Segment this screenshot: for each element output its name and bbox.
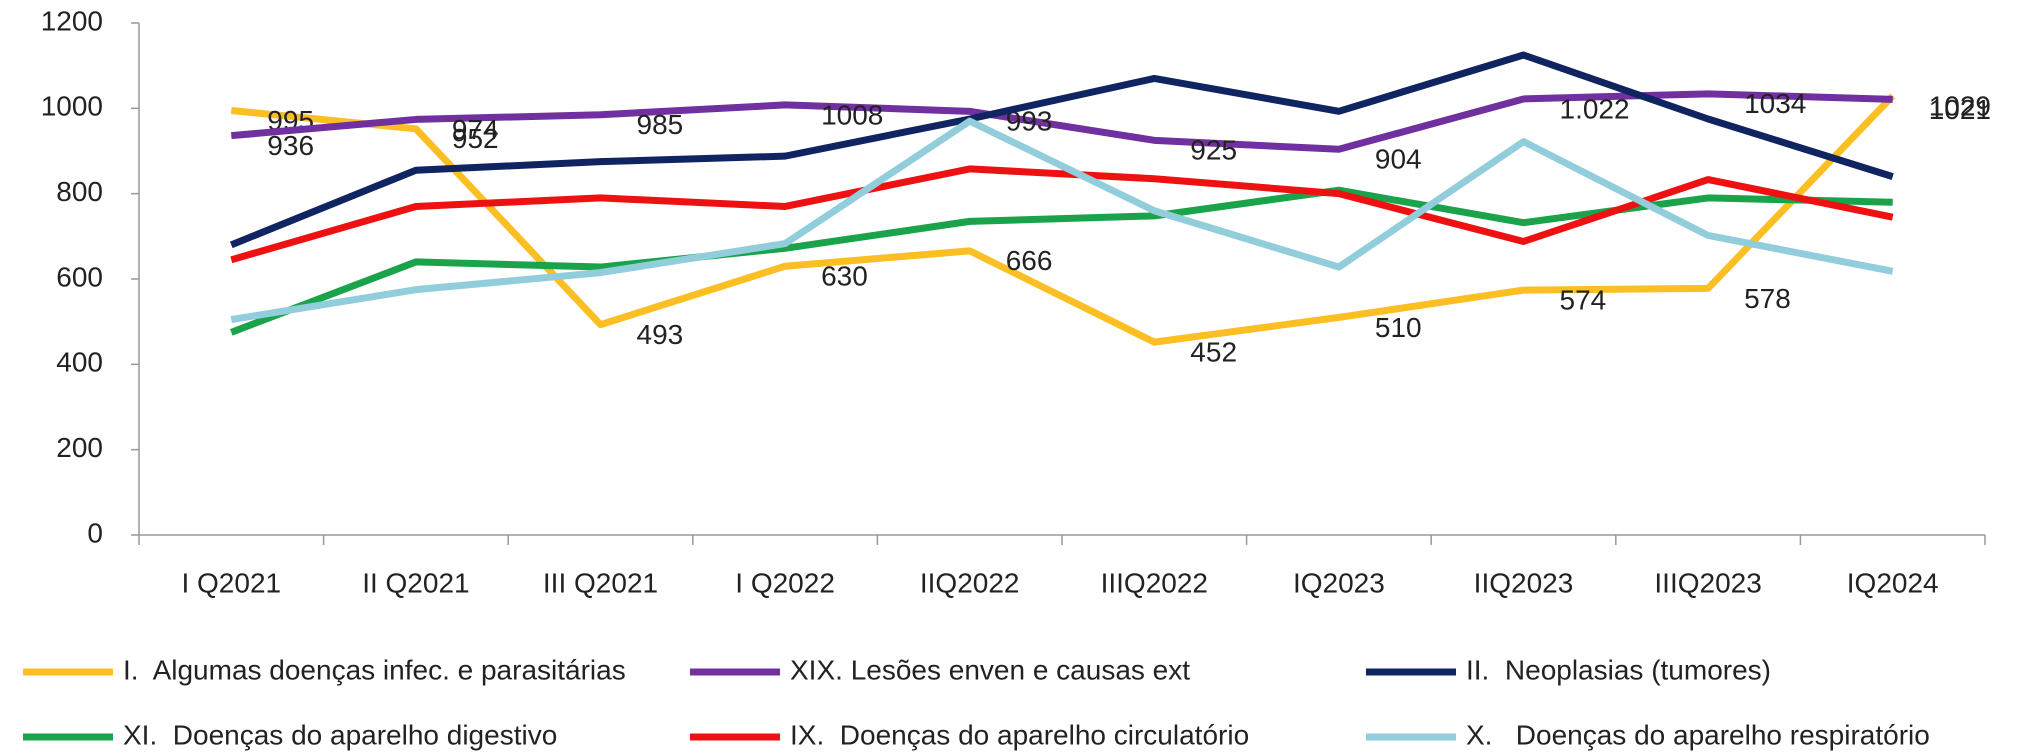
- data-label: 630: [821, 261, 868, 292]
- y-tick-label: 400: [56, 347, 103, 378]
- data-label: 925: [1190, 135, 1237, 166]
- data-label: 1.022: [1560, 93, 1630, 124]
- data-label: 510: [1375, 312, 1422, 343]
- series-line: [230, 117, 1894, 323]
- y-tick-label: 200: [56, 432, 103, 463]
- data-label: 1034: [1744, 88, 1806, 119]
- series-line: [230, 93, 1896, 346]
- legend-label: X. Doenças do aparelho respiratório: [1466, 719, 1930, 750]
- data-label: 952: [452, 123, 499, 154]
- x-tick-label: IIQ2022: [920, 567, 1020, 598]
- data-label: 666: [1006, 245, 1053, 276]
- x-tick-label: IQ2024: [1847, 567, 1939, 598]
- data-label: 974: [452, 114, 499, 145]
- y-tick-label: 1200: [41, 5, 103, 36]
- data-label: 452: [1190, 337, 1237, 368]
- y-tick-label: 600: [56, 261, 103, 292]
- x-tick-label: IIIQ2022: [1101, 567, 1208, 598]
- data-label: 1029: [1929, 90, 1991, 121]
- legend-label: XI. Doenças do aparelho digestivo: [123, 719, 557, 750]
- y-tick-label: 0: [87, 517, 103, 548]
- data-label: 1021: [1929, 94, 1991, 125]
- data-label: 936: [267, 130, 314, 161]
- data-label: 574: [1560, 284, 1607, 315]
- series-line: [230, 90, 1893, 153]
- data-label: 1008: [821, 99, 883, 130]
- series-line: [230, 186, 1893, 336]
- series-line: [229, 51, 1894, 249]
- x-tick-label: I Q2022: [735, 567, 835, 598]
- data-label: 578: [1744, 283, 1791, 314]
- data-label: 985: [637, 109, 684, 140]
- x-tick-label: IIQ2023: [1474, 567, 1574, 598]
- data-label: 904: [1375, 144, 1422, 175]
- x-tick-label: III Q2021: [543, 567, 658, 598]
- x-tick-label: IQ2023: [1293, 567, 1385, 598]
- x-tick-label: II Q2021: [362, 567, 469, 598]
- legend-label: II. Neoplasias (tumores): [1466, 654, 1771, 685]
- legend-label: I. Algumas doenças infec. e parasitárias: [123, 654, 626, 685]
- legend-label: XIX. Lesões enven e causas ext: [790, 654, 1190, 685]
- y-tick-label: 1000: [41, 91, 103, 122]
- series-line: [230, 165, 1894, 264]
- legend-label: IX. Doenças do aparelho circulatório: [790, 719, 1249, 750]
- x-tick-label: IIIQ2023: [1654, 567, 1761, 598]
- data-label: 493: [637, 319, 684, 350]
- x-tick-label: I Q2021: [181, 567, 281, 598]
- y-tick-label: 800: [56, 176, 103, 207]
